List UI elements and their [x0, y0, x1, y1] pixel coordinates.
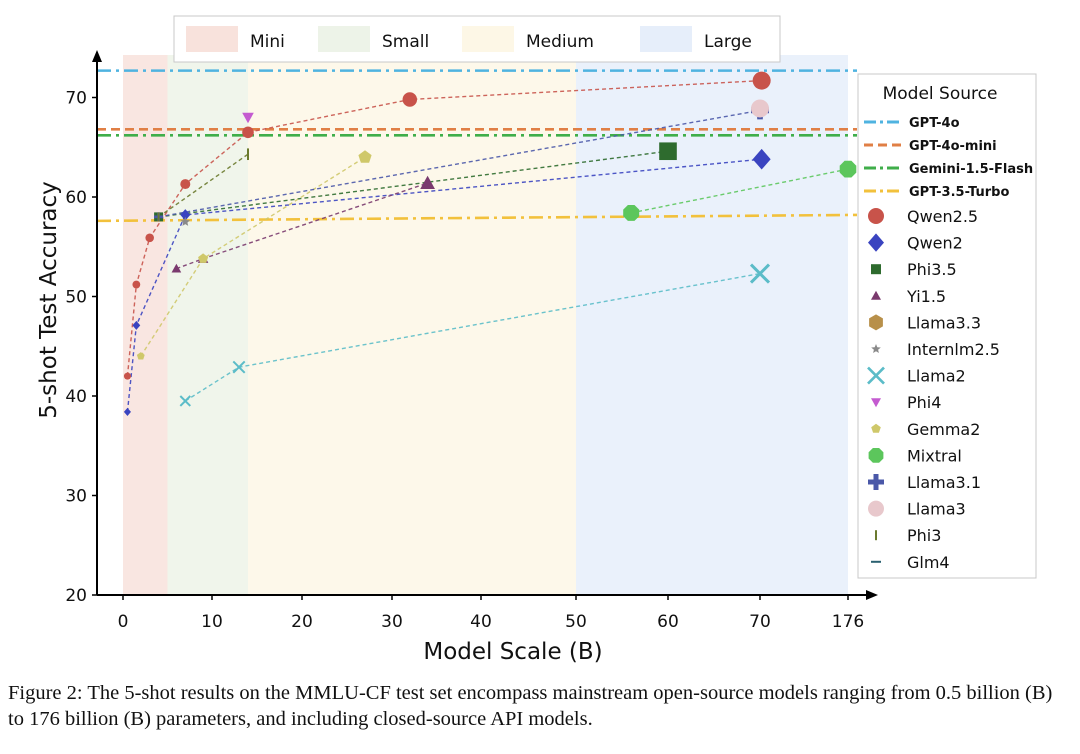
point-llama2-0: [179, 395, 191, 407]
point-qwen2-3: [752, 148, 771, 170]
legend-marker-qwen2: [868, 233, 884, 252]
x-tick-10: 10: [201, 612, 223, 632]
legend-label-qwen2-5: Qwen2.5: [907, 207, 978, 226]
x-tick-60: 60: [657, 612, 679, 632]
legend-label-phi3: Phi3: [907, 526, 941, 545]
connector-qwen2: [126, 158, 762, 412]
x-tick-30: 30: [381, 612, 403, 632]
point-qwen2-5-2: [145, 233, 154, 243]
region-swatch-medium: [462, 26, 514, 52]
x-axis-label: Model Scale (B): [423, 639, 602, 665]
region-legend: Mini Small Medium Large: [173, 15, 781, 63]
region-large: [576, 55, 848, 595]
point-yi1-5-0: [171, 263, 182, 273]
scatter-chart: 20 30 40 50 60 70 0 10 20 30 40 50 60 70 176 5-shot Te…: [36, 15, 1037, 665]
region-label-large: Large: [704, 32, 752, 52]
point-llama3-0: [751, 99, 769, 118]
legend-marker-qwen2-5: [868, 208, 884, 224]
region-swatch-mini: [186, 26, 238, 52]
legend-label-llama3: Llama3: [907, 500, 966, 519]
point-llama2-2: [749, 263, 771, 284]
legend-marker-llama2: [867, 366, 885, 385]
model-legend-title: Model Source: [883, 84, 998, 104]
legend-marker-internlm2-5: [871, 344, 881, 353]
point-qwen2-1: [132, 320, 141, 330]
x-tick-40: 40: [470, 612, 492, 632]
y-tick-50: 50: [65, 288, 87, 308]
x-axis-arrow: [866, 590, 878, 600]
point-qwen2-5-0: [123, 372, 131, 380]
legend-marker-phi4: [871, 398, 881, 408]
legend-label-llama3-1: Llama3.1: [907, 473, 981, 492]
region-medium: [248, 55, 576, 595]
figure-caption: Figure 2: The 5-shot results on the MMLU…: [8, 682, 1053, 730]
point-gemma2-1: [198, 253, 209, 263]
point-qwen2-5-4: [242, 126, 254, 139]
point-qwen2-5-5: [402, 92, 418, 107]
legend-label-llama3-3: Llama3.3: [907, 313, 981, 332]
y-tick-40: 40: [65, 387, 87, 407]
legend-label-internlm2-5: Internlm2.5: [907, 340, 1000, 359]
x-tick-50: 50: [565, 612, 587, 632]
legend-label-yi1-5: Yi1.5: [906, 287, 946, 306]
point-qwen2-5-1: [132, 280, 141, 289]
legend-marker-mixtral: [868, 448, 884, 463]
point-phi3-5-1: [659, 142, 677, 161]
legend-marker-yi1-5: [871, 290, 881, 300]
point-phi4-0: [242, 112, 254, 124]
point-qwen2-2: [180, 209, 191, 221]
point-internlm2-5-0: [180, 216, 190, 226]
region-swatch-large: [640, 26, 692, 52]
legend-marker-llama3: [868, 500, 884, 517]
x-tick-0: 0: [118, 612, 129, 632]
region-label-small: Small: [382, 32, 429, 52]
point-gemma2-2: [358, 150, 372, 163]
y-axis-label: 5-shot Test Accuracy: [36, 181, 62, 419]
y-tick-20: 20: [65, 586, 87, 606]
y-tick-70: 70: [65, 89, 87, 109]
legend-label-glm4: Glm4: [907, 553, 950, 572]
legend-label-gpt-4o-mini: GPT-4o-mini: [909, 139, 997, 154]
region-small: [167, 55, 248, 595]
legend-marker-gemma2: [871, 423, 881, 433]
legend-marker-phi3-5: [871, 264, 881, 275]
point-qwen2-5-3: [180, 179, 191, 190]
x-tick-176: 176: [832, 612, 864, 632]
legend-label-gpt-3-5-turbo: GPT-3.5-Turbo: [909, 185, 1009, 200]
legend-label-gemma2: Gemma2: [907, 420, 980, 439]
model-legend-box: [857, 73, 1037, 579]
ref-line-gpt-3-5-turbo: [96, 213, 858, 223]
legend-label-gpt-4o: GPT-4o: [909, 116, 960, 131]
x-tick-20: 20: [291, 612, 313, 632]
legend-label-gemini-1-5-flash: Gemini-1.5-Flash: [909, 162, 1033, 177]
connector-llama3-1: [158, 109, 761, 218]
point-yi1-5-2: [420, 175, 435, 189]
legend-marker-llama3-1: [868, 474, 884, 490]
region-label-mini: Mini: [250, 32, 285, 52]
legend-marker-llama3-3: [869, 314, 883, 331]
y-tick-30: 30: [65, 487, 87, 507]
y-tick-60: 60: [65, 188, 87, 208]
connector-phi3-5: [158, 150, 669, 218]
point-mixtral-1: [839, 160, 857, 178]
point-gemma2-0: [136, 352, 145, 360]
point-llama2-1: [232, 360, 246, 374]
legend-label-mixtral: Mixtral: [907, 446, 962, 465]
connector-mixtral: [631, 168, 849, 214]
y-axis-arrow: [92, 50, 102, 62]
point-qwen2-5-6: [752, 71, 771, 90]
model-legend: Model Source GPT-4o GPT-4o-mini Gemini-1.5-…: [857, 73, 1037, 579]
region-swatch-small: [318, 26, 370, 52]
legend-label-qwen2: Qwen2: [907, 234, 963, 253]
legend-label-phi4: Phi4: [907, 393, 941, 412]
legend-label-llama2: Llama2: [907, 367, 966, 386]
region-label-medium: Medium: [526, 32, 594, 52]
legend-label-phi3-5: Phi3.5: [907, 260, 957, 279]
point-mixtral-0: [623, 205, 640, 221]
point-qwen2-0: [123, 407, 131, 416]
x-tick-70: 70: [749, 612, 771, 632]
